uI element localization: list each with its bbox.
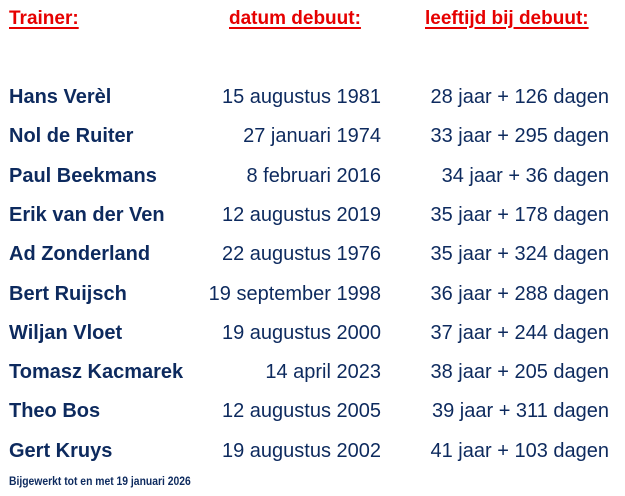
table-row: Tomasz Kacmarek 14 april 2023 38 jaar + 20…	[0, 361, 625, 391]
cell-age: 36 jaar + 288 dagen	[430, 282, 610, 305]
cell-name: Ad Zonderland	[9, 243, 151, 266]
table-row: Ad Zonderland 22 augustus 1976 35 jaar + 3…	[0, 243, 625, 273]
cell-age: 38 jaar + 205 dagen	[430, 361, 610, 384]
cell-date: 12 augustus 2019	[221, 203, 381, 226]
cell-name: Wiljan Vloet	[9, 321, 123, 344]
cell-age: 37 jaar + 244 dagen	[430, 321, 610, 344]
cell-name: Nol de Ruiter	[9, 125, 134, 148]
header-date: datum debuut:	[229, 8, 361, 29]
table-row: Erik van der Ven 12 augustus 2019 35 jaar …	[0, 204, 625, 234]
cell-date: 12 augustus 2005	[221, 400, 381, 423]
cell-age: 28 jaar + 126 dagen	[430, 86, 610, 108]
cell-date: 19 september 1998	[208, 282, 381, 305]
cell-name: Hans Verèl	[9, 86, 112, 108]
cell-date: 8 februari 2016	[246, 164, 381, 187]
table-row: Wiljan Vloet 19 augustus 2000 37 jaar + 24…	[0, 322, 625, 352]
cell-name: Gert Kruys	[9, 439, 113, 462]
cell-name: Bert Ruijsch	[9, 282, 127, 305]
cell-age: 35 jaar + 178 dagen	[430, 203, 610, 226]
table-row: Nol de Ruiter 27 januari 1974 33 jaar + 29…	[0, 125, 625, 155]
table-row: Paul Beekmans 8 februari 2016 34 jaar + 36…	[0, 165, 625, 195]
table-row: Gert Kruys 19 augustus 2002 41 jaar + 103 …	[0, 440, 625, 470]
cell-age: 35 jaar + 324 dagen	[430, 243, 610, 266]
table-row: Theo Bos 12 augustus 2005 39 jaar + 311 da…	[0, 400, 625, 430]
cell-age: 41 jaar + 103 dagen	[430, 439, 610, 462]
cell-age: 34 jaar + 36 dagen	[441, 164, 609, 187]
cell-date: 27 januari 1974	[243, 125, 381, 148]
cell-date: 22 augustus 1976	[221, 243, 381, 266]
footer-note: Bijgewerkt tot en met 19 januari 2026	[9, 476, 191, 488]
cell-date: 14 april 2023	[265, 361, 381, 384]
cell-date: 19 augustus 2000	[221, 321, 381, 344]
header-trainer: Trainer:	[9, 8, 79, 29]
cell-name: Tomasz Kacmarek	[9, 361, 184, 384]
cell-age: 33 jaar + 295 dagen	[430, 125, 610, 148]
cell-date: 15 augustus 1981	[221, 86, 381, 108]
cell-name: Erik van der Ven	[9, 203, 165, 226]
cell-date: 19 augustus 2002	[221, 439, 381, 462]
cell-name: Paul Beekmans	[9, 164, 157, 187]
cell-name: Theo Bos	[9, 400, 101, 423]
table-row: Hans Verèl 15 augustus 1981 28 jaar + 126 …	[0, 86, 625, 116]
cell-age: 39 jaar + 311 dagen	[431, 400, 609, 423]
header-age: leeftijd bij debuut:	[425, 8, 589, 29]
table-row: Bert Ruijsch 19 september 1998 36 jaar + 2…	[0, 283, 625, 313]
